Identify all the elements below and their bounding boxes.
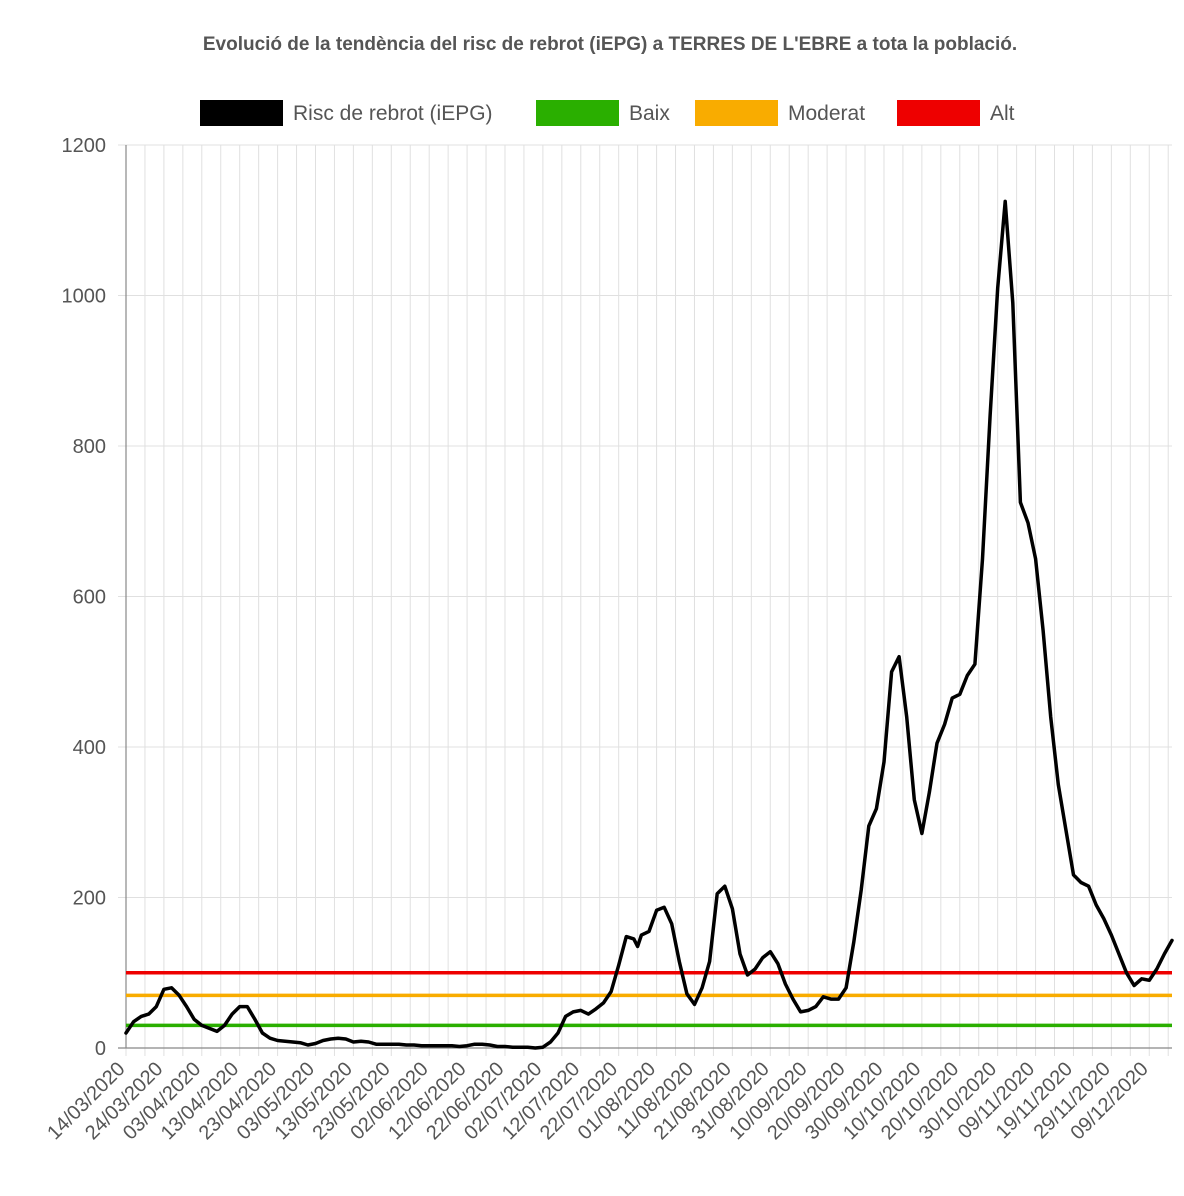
y-tick-label: 800	[73, 436, 106, 458]
y-tick-label: 400	[73, 737, 106, 759]
y-tick-label: 0	[95, 1038, 106, 1060]
legend-swatch	[536, 100, 619, 126]
legend-label: Moderat	[788, 102, 865, 125]
y-tick-label: 1200	[62, 135, 107, 157]
grid-layer	[118, 144, 1172, 1056]
legend[interactable]: Risc de rebrot (iEPG) Baix Moderat Alt	[200, 100, 1015, 126]
y-tick-label: 200	[73, 888, 106, 910]
legend-label: Risc de rebrot (iEPG)	[293, 102, 493, 125]
legend-label: Alt	[990, 102, 1015, 125]
y-tick-label: 600	[73, 587, 106, 609]
legend-label: Baix	[629, 102, 670, 125]
legend-swatch	[695, 100, 778, 126]
chart-title: Evolució de la tendència del risc de reb…	[202, 34, 1018, 55]
legend-swatch	[897, 100, 980, 126]
iepg-series-line	[124, 199, 1174, 1050]
legend-swatch	[200, 100, 283, 126]
series-layer	[124, 199, 1174, 1050]
threshold-layer	[126, 971, 1172, 1028]
axes-layer: 02004006008001000120014/03/202024/03/202…	[43, 135, 1172, 1144]
y-tick-label: 1000	[62, 286, 107, 308]
